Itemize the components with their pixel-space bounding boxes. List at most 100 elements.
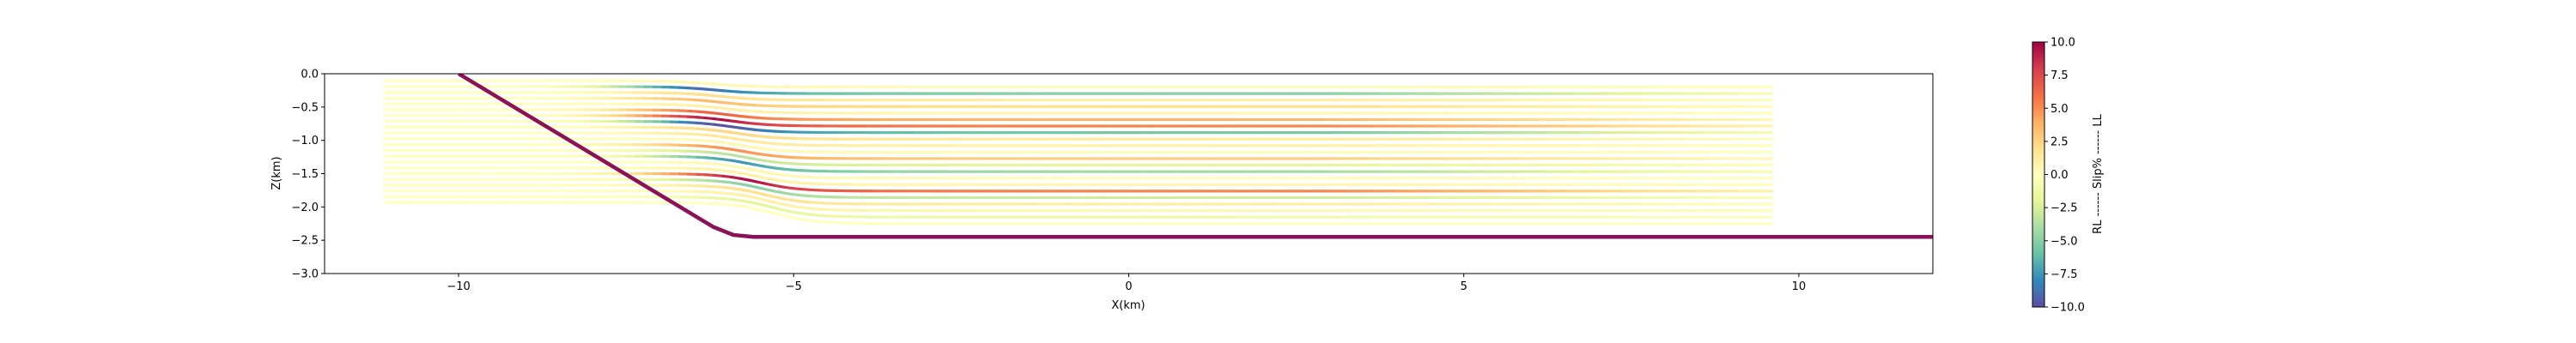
horizon-segment: [721, 106, 733, 111]
horizon-segment: [782, 179, 794, 184]
horizon-segment: [764, 147, 777, 152]
horizon-line: [383, 160, 1774, 180]
horizon-segment: [764, 209, 777, 215]
horizon-segment: [791, 204, 803, 209]
horizon-segment: [704, 156, 716, 160]
horizon-segment: [704, 178, 716, 183]
horizon-segment: [713, 111, 725, 116]
horizon-segment: [721, 185, 733, 190]
horizon-segment: [696, 93, 708, 97]
plot-area: [324, 73, 1934, 274]
horizon-segment: [782, 167, 794, 172]
horizon-segment: [730, 203, 742, 208]
horizon-segment: [764, 188, 777, 193]
horizon-segment: [738, 172, 750, 177]
horizon-segment: [738, 177, 750, 182]
horizon-segment: [764, 135, 777, 140]
horizon-segment: [756, 116, 769, 120]
horizon-segment: [808, 219, 820, 223]
horizon-segment: [738, 138, 750, 142]
horizon-segment: [808, 207, 820, 211]
y-tick-label: −1.0: [291, 135, 319, 147]
horizon-segment: [808, 213, 820, 217]
horizon-segment: [713, 99, 725, 105]
horizon-segment: [756, 208, 769, 213]
horizon-segment: [764, 123, 777, 127]
horizon-segment: [696, 150, 708, 153]
horizon-segment: [791, 210, 803, 215]
horizon-segment: [738, 120, 750, 125]
x-tick-label: 0: [1125, 280, 1132, 293]
horizon-segment: [782, 208, 794, 214]
horizon-segment: [696, 87, 708, 91]
fault-layer: [457, 74, 1933, 239]
horizon-segment: [764, 199, 777, 204]
horizon-segment: [730, 130, 742, 135]
x-tick-label: −5: [786, 280, 802, 293]
horizon-line: [383, 108, 1774, 122]
horizon-segment: [782, 149, 794, 153]
horizon-segment: [721, 95, 733, 99]
horizon-segment: [747, 178, 759, 184]
x-axis-label: X(km): [1111, 299, 1145, 312]
horizons-layer: [383, 79, 1774, 226]
horizon-segment: [782, 214, 794, 220]
horizon-segment: [738, 193, 750, 198]
horizon-segment: [791, 192, 803, 197]
colorbar-tick-label: 0.0: [2050, 169, 2069, 182]
horizon-segment: [721, 123, 733, 129]
horizon-segment: [730, 181, 742, 186]
horizon-segment: [721, 89, 733, 93]
colorbar-tick-label: −7.5: [2050, 268, 2078, 281]
horizon-segment: [773, 142, 786, 146]
horizon-segment: [721, 135, 733, 140]
horizon-segment: [756, 129, 769, 133]
y-tick-label: −2.5: [291, 235, 319, 248]
horizon-segment: [738, 90, 750, 94]
y-tick-label: 0.0: [301, 69, 319, 81]
horizon-segment: [791, 186, 803, 191]
horizon-segment: [730, 159, 742, 164]
colorbar-tick-label: 10.0: [2050, 37, 2075, 50]
horizon-segment: [756, 202, 769, 208]
horizon-segment: [756, 180, 769, 186]
horizon-segment: [721, 83, 733, 87]
horizon-segment: [747, 121, 759, 126]
horizon-segment: [756, 141, 769, 145]
horizon-segment: [747, 127, 759, 132]
horizon-segment: [721, 112, 733, 117]
horizon-segment: [747, 167, 759, 172]
horizon-line: [383, 131, 1774, 147]
horizon-segment: [773, 160, 786, 165]
horizon-segment: [687, 98, 699, 102]
horizon-segment: [738, 160, 750, 165]
colorbar-label: RL ------ Slip% ------ LL: [2092, 113, 2105, 233]
x-tick-label: −10: [447, 280, 470, 293]
horizon-segment: [704, 87, 716, 92]
horizon-segment: [696, 161, 708, 165]
horizon-segment: [773, 212, 786, 218]
horizon-segment: [747, 190, 759, 195]
horizon-segment: [756, 196, 769, 202]
horizon-line: [383, 184, 1774, 206]
horizon-segment: [713, 94, 725, 99]
horizon-segment: [756, 158, 769, 163]
horizon-line: [383, 201, 1774, 226]
horizon-segment: [730, 186, 742, 191]
horizon-segment: [704, 173, 716, 178]
horizon-segment: [747, 145, 759, 150]
horizon-segment: [687, 132, 699, 136]
colorbar-tick-label: −10.0: [2050, 302, 2085, 315]
horizon-segment: [773, 178, 786, 183]
horizon-segment: [756, 191, 769, 196]
horizon-line: [383, 195, 1774, 219]
horizon-segment: [713, 162, 725, 166]
horizon-segment: [747, 162, 759, 167]
horizon-segment: [713, 88, 725, 93]
horizon-segment: [704, 111, 716, 115]
horizon-segment: [687, 81, 699, 85]
horizon-segment: [756, 152, 769, 157]
horizon-segment: [730, 101, 742, 106]
horizon-segment: [713, 82, 725, 87]
